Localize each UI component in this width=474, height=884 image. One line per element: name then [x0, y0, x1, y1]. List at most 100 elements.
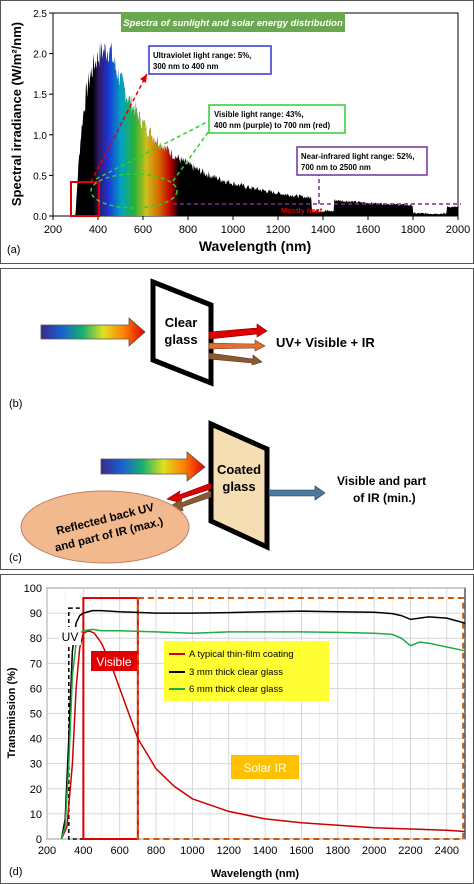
- transmission-x-tick-label: 1000: [180, 845, 204, 857]
- visible-region-label-bg: [91, 651, 137, 671]
- solar-spectrum-chart: 200 400 600 800 1000 1200 1400 1600 1800 2000 0.0…: [7, 9, 470, 256]
- ir-region-box: [136, 597, 465, 841]
- spectrum-x-tick-label: 400: [89, 224, 107, 236]
- uv-callout-box: [148, 45, 272, 75]
- nir-callout-line-2: 700 nm to 2500 nm: [301, 163, 371, 172]
- spectrum-x-tick-label: 200: [44, 224, 62, 236]
- mostly-heat-label: Mostly heat: [281, 206, 323, 215]
- visible-region-ellipse: [90, 173, 178, 209]
- transmission-x-ticks: 200 400 600 800 1000 1200 1400 1600 1800 2000 2200…: [38, 845, 459, 857]
- coated-output-label-2: of IR (min.): [353, 491, 416, 505]
- panel-d-label: (d): [9, 866, 22, 878]
- transmission-x-label: Wavelength (nm): [211, 868, 300, 880]
- transmission-x-tick-label: 2000: [362, 845, 386, 857]
- reflected-label-ellipse: [20, 490, 190, 564]
- legend-entry-glass6: 6 mm thick clear glass: [189, 684, 283, 695]
- transmission-y-label: Transmission (%): [6, 667, 18, 758]
- clear-glass-label-2: glass: [164, 332, 197, 347]
- nir-callout-box: [296, 146, 428, 176]
- uv-region-box: [70, 181, 100, 217]
- reflected-arrow-uv: [166, 482, 212, 504]
- spectrum-y-tick-label: 0.0: [33, 212, 47, 223]
- uv-callout-line-2: 300 nm to 400 nm: [153, 62, 218, 71]
- transmission-y-tick-label: 50: [30, 709, 42, 721]
- spectrum-title: Spectra of sunlight and solar energy dis…: [123, 18, 343, 29]
- transmission-x-tick-label: 2400: [435, 845, 459, 857]
- visible-callout-line-1: Visible light range: 43%,: [214, 110, 304, 119]
- transmission-x-tick-label: 800: [147, 845, 165, 857]
- spectrum-x-tick-label: 800: [179, 224, 197, 236]
- transmission-x-tick-label: 600: [111, 845, 129, 857]
- transmission-y-tick-label: 100: [24, 583, 42, 595]
- coating-curve: [60, 629, 466, 840]
- transmission-y-tick-label: 80: [30, 633, 42, 645]
- uv-region-label: UV: [62, 630, 79, 644]
- coated-glass-label-1: Coated: [217, 462, 261, 477]
- visible-callout-line-2: 400 nm (purple) to 700 nm (red): [214, 121, 331, 130]
- spectrum-x-tick-label: 1600: [356, 224, 380, 236]
- transmission-x-tick-label: 1800: [326, 845, 350, 857]
- transmission-x-tick-label: 200: [38, 845, 56, 857]
- transmission-x-tick-label: 2200: [398, 845, 422, 857]
- transmission-y-tick-label: 40: [30, 734, 42, 746]
- uv-region-label-bg: [59, 627, 81, 645]
- spectrum-y-tick-label: 0.5: [33, 171, 47, 182]
- spectrum-y-tick-label: 2.0: [33, 50, 47, 61]
- spectrum-x-label: Wavelength (nm): [199, 238, 311, 254]
- spectrum-y-tick-label: 2.5: [33, 9, 47, 20]
- transmission-x-tick-label: 1400: [253, 845, 277, 857]
- output-arrow-ir: [208, 352, 263, 366]
- transmission-x-tick-label: 400: [74, 845, 92, 857]
- spectrum-x-tick-label: 600: [134, 224, 152, 236]
- output-arrow-visible: [208, 339, 266, 352]
- panel-a-solar-spectrum: 200 400 600 800 1000 1200 1400 1600 1800 2000 0.0…: [0, 0, 474, 264]
- spectrum-x-tick-label: 1400: [311, 224, 335, 236]
- visible-region-label: Visible: [96, 655, 131, 669]
- clear-glass-label-1: Clear: [165, 315, 198, 330]
- spectrum-x-tick-label: 2000: [446, 224, 470, 236]
- transmission-y-tick-label: 20: [30, 784, 42, 796]
- transmission-y-tick-label: 30: [30, 759, 42, 771]
- legend-entry-glass3: 3 mm thick clear glass: [189, 667, 283, 678]
- clear-glass-pane: [150, 278, 214, 387]
- transmission-y-ticks: 0 10 20 30 40 50 60 70 80 90 100: [24, 583, 42, 846]
- coated-glass-label-2: glass: [222, 479, 255, 494]
- transmission-y-tick-label: 60: [30, 683, 42, 695]
- ir-region-label-bg: [231, 755, 299, 779]
- spectrum-x-tick-label: 1000: [221, 224, 245, 236]
- panel-b-input-arrow: [40, 317, 146, 347]
- nir-callout-line-1: Near-infrared light range: 52%,: [301, 152, 415, 161]
- panel-b-label: (b): [9, 398, 22, 410]
- transmission-y-tick-label: 70: [30, 658, 42, 670]
- visible-callout-box: [208, 104, 346, 134]
- spectrum-x-ticks: 200 400 600 800 1000 1200 1400 1600 1800 2000: [44, 216, 470, 236]
- spectrum-y-label: Spectral irradiance (W/m²/nm): [9, 22, 24, 206]
- transmission-y-tick-label: 10: [30, 809, 42, 821]
- uv-pointer-arrow: [140, 74, 147, 83]
- spectrum-y-ticks: 0.0 0.5 1.0 1.5 2.0 2.5: [33, 9, 53, 223]
- panel-d-transmission-chart: 200 400 600 800 1000 1200 1400 1600 1800 2000 2200…: [0, 574, 474, 884]
- uv-pointer-line: [90, 73, 148, 183]
- spectrum-x-tick-label: 1800: [401, 224, 425, 236]
- transmission-y-tick-label: 90: [30, 608, 42, 620]
- panel-c-label: (c): [9, 552, 22, 564]
- spectrum-x-tick-label: 1200: [266, 224, 290, 236]
- legend-background: [164, 641, 329, 701]
- panel-bc-glass-diagrams: Clear glass UV+ Visible + IR (b) Coated …: [0, 268, 474, 570]
- transmission-regions: [68, 597, 465, 841]
- transmission-y-tick-label: 0: [36, 834, 42, 846]
- spectrum-y-tick-label: 1.5: [33, 90, 47, 101]
- transmission-x-tick-label: 1200: [216, 845, 240, 857]
- output-arrow-uv: [208, 323, 268, 340]
- glass6-curve: [60, 628, 466, 840]
- spectrum-title-box: [121, 12, 345, 32]
- spectrum-y-tick-label: 1.0: [33, 131, 47, 142]
- panel-a-label: (a): [7, 244, 20, 256]
- transmission-legend: A typical thin-film coating 3 mm thick c…: [164, 641, 329, 701]
- uv-callout-line-1: Ultraviolet light range: 5%,: [153, 51, 251, 60]
- panel-c-input-arrow: [100, 451, 206, 482]
- clear-glass-output-label: UV+ Visible + IR: [276, 335, 375, 350]
- legend-entry-coating: A typical thin-film coating: [189, 649, 294, 660]
- ir-region-label: Solar IR: [243, 761, 287, 775]
- visible-pointer-line-1: [95, 120, 210, 180]
